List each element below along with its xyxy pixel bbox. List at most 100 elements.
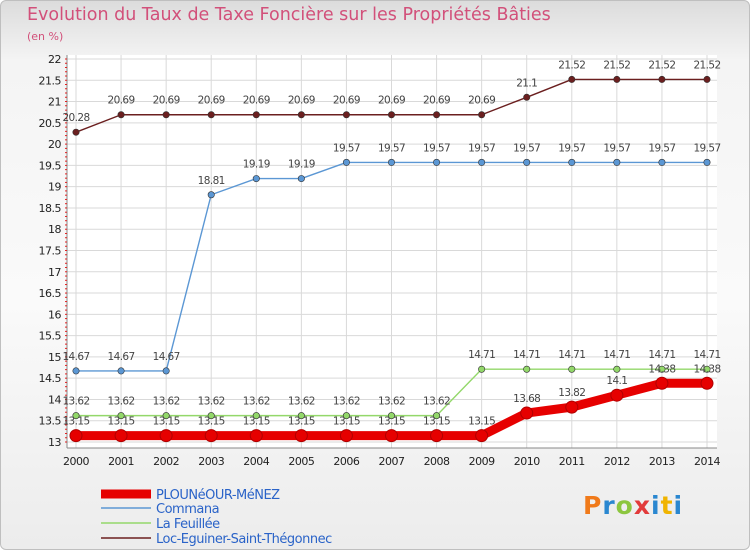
x-tick-label: 2004 [243, 455, 269, 468]
legend-label: Commana [156, 502, 219, 517]
data-label: 13.15 [198, 416, 225, 428]
y-tick-label: 16.5 [39, 287, 62, 300]
y-tick-label: 21.5 [39, 74, 62, 87]
data-label: 20.69 [153, 95, 180, 107]
data-point [117, 111, 125, 119]
data-label: 20.69 [333, 95, 360, 107]
data-label: 14.1 [606, 375, 627, 387]
chart-title: Evolution du Taux de Taxe Foncière sur l… [27, 5, 551, 25]
data-point [610, 388, 624, 402]
data-point [297, 175, 305, 183]
data-point [613, 158, 621, 166]
y-tick-label: 19.5 [39, 159, 62, 172]
data-label: 19.57 [558, 142, 585, 154]
data-point [520, 406, 534, 420]
data-point [207, 191, 215, 199]
x-tick-label: 2007 [379, 455, 405, 468]
x-tick-label: 2002 [153, 455, 179, 468]
data-label: 19.57 [468, 142, 495, 154]
data-point [613, 365, 621, 373]
data-label: 13.15 [468, 416, 495, 428]
data-point [430, 429, 444, 443]
data-label: 21.52 [693, 59, 720, 71]
y-tick-label: 15.5 [39, 330, 62, 343]
x-tick-label: 2011 [559, 455, 585, 468]
y-tick-label: 20 [48, 138, 61, 151]
data-point [523, 93, 531, 101]
data-label: 13.68 [513, 393, 540, 405]
legend-label: Loc-Eguiner-Saint-Thégonnec [156, 532, 332, 547]
data-point [658, 365, 666, 373]
data-label: 19.57 [603, 142, 630, 154]
data-label: 19.57 [333, 142, 360, 154]
data-label: 19.19 [243, 159, 270, 171]
data-label: 19.57 [513, 142, 540, 154]
data-label: 14.71 [558, 349, 585, 361]
chart-subtitle: (en %) [27, 30, 64, 43]
y-tick-label: 13 [48, 436, 61, 449]
data-label: 13.62 [288, 396, 315, 408]
x-tick-label: 2010 [514, 455, 540, 468]
data-point [478, 111, 486, 119]
y-tick-label: 17 [48, 266, 61, 279]
data-label: 14.71 [693, 349, 720, 361]
data-point [478, 158, 486, 166]
data-point [433, 158, 441, 166]
x-tick-label: 2009 [469, 455, 495, 468]
data-label: 20.69 [288, 95, 315, 107]
data-label: 21.52 [558, 59, 585, 71]
data-point [252, 111, 260, 119]
data-label: 13.82 [558, 387, 585, 399]
data-point [342, 111, 350, 119]
x-tick-label: 2013 [649, 455, 675, 468]
data-point [249, 429, 263, 443]
x-tick-label: 2001 [108, 455, 134, 468]
proxiti-logo: Proxiti [583, 491, 684, 520]
data-label: 14.67 [153, 351, 180, 363]
data-point [568, 365, 576, 373]
data-point [700, 376, 714, 390]
data-label: 13.62 [243, 396, 270, 408]
data-point [387, 111, 395, 119]
data-label: 13.62 [198, 396, 225, 408]
data-label: 20.69 [423, 95, 450, 107]
data-label: 14.67 [108, 351, 135, 363]
data-point [387, 412, 395, 420]
data-label: 14.71 [603, 349, 630, 361]
data-label: 14.38 [693, 363, 720, 375]
x-tick-label: 2008 [424, 455, 450, 468]
data-label: 18.81 [198, 175, 225, 187]
x-tick-label: 2006 [333, 455, 359, 468]
data-point [162, 111, 170, 119]
data-point [568, 75, 576, 83]
data-point [117, 412, 125, 420]
data-point [658, 75, 666, 83]
y-tick-label: 17.5 [39, 245, 62, 258]
legend-label: PLOUNéOUR-MéNEZ [156, 488, 280, 503]
data-label: 13.62 [378, 396, 405, 408]
data-label: 14.67 [62, 351, 89, 363]
data-label: 13.62 [62, 396, 89, 408]
data-point [387, 158, 395, 166]
y-tick-label: 21 [48, 96, 61, 109]
data-label: 20.69 [378, 95, 405, 107]
data-label: 13.15 [62, 416, 89, 428]
data-label: 19.57 [693, 142, 720, 154]
data-point [478, 365, 486, 373]
data-point [475, 429, 489, 443]
data-point [159, 429, 173, 443]
data-label: 20.69 [108, 95, 135, 107]
legend-label: La Feuillée [156, 517, 220, 532]
x-tick-label: 2012 [604, 455, 630, 468]
data-label: 14.71 [648, 349, 675, 361]
data-label: 13.15 [153, 416, 180, 428]
data-point [72, 412, 80, 420]
y-tick-label: 16 [48, 308, 61, 321]
data-label: 14.71 [513, 349, 540, 361]
data-point [433, 412, 441, 420]
data-point [252, 412, 260, 420]
data-label: 20.69 [243, 95, 270, 107]
data-point [207, 412, 215, 420]
data-point [162, 367, 170, 375]
